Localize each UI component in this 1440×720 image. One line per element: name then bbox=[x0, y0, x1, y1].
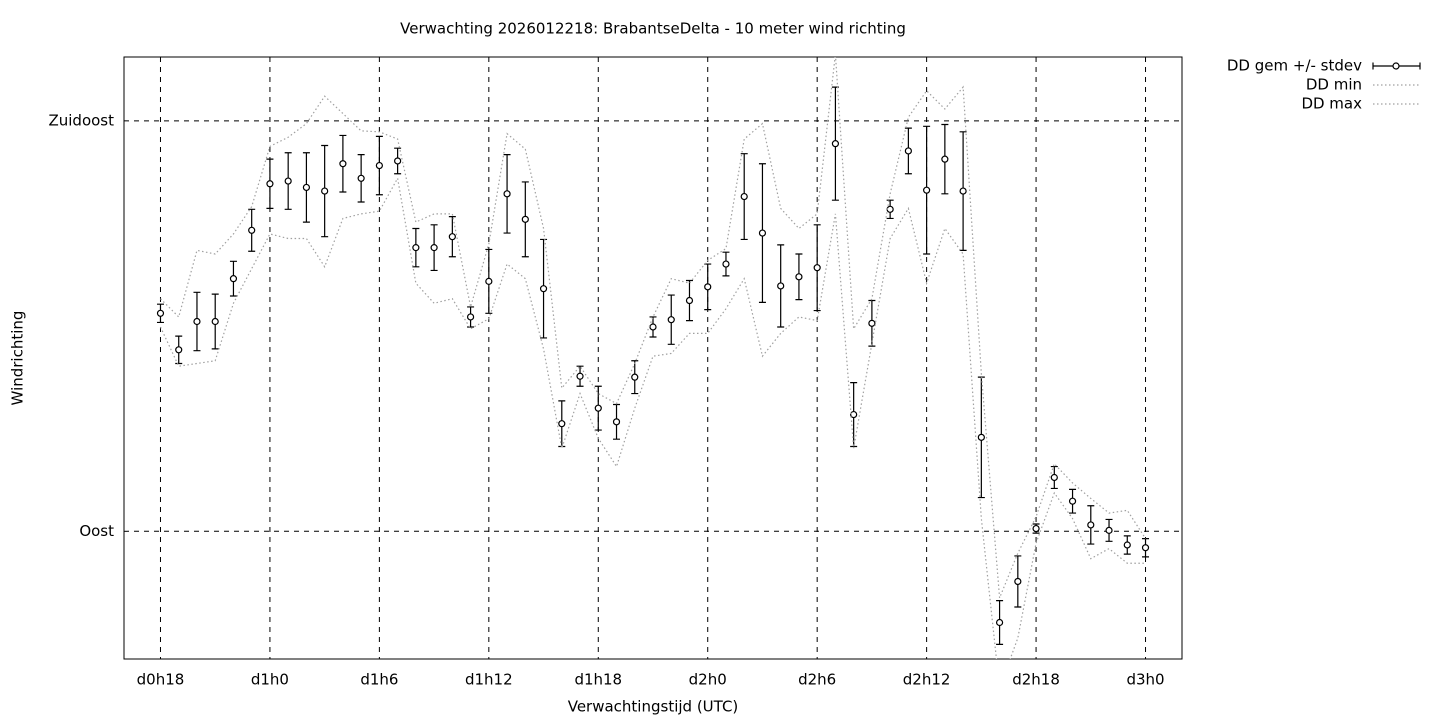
data-point bbox=[1105, 526, 1113, 534]
x-axis-label: Verwachtingstijd (UTC) bbox=[568, 698, 739, 716]
data-point bbox=[831, 140, 840, 148]
data-point bbox=[539, 285, 548, 293]
x-tick-label: d2h0 bbox=[689, 671, 727, 689]
x-tick-label: d2h18 bbox=[1012, 671, 1060, 689]
plot-area bbox=[156, 57, 1150, 659]
data-point bbox=[977, 433, 985, 441]
data-point bbox=[357, 174, 365, 182]
data-point bbox=[649, 323, 657, 331]
x-tick-label: d2h6 bbox=[798, 671, 836, 689]
data-point bbox=[466, 313, 475, 321]
data-point bbox=[211, 317, 219, 326]
data-point bbox=[284, 177, 292, 185]
data-point bbox=[302, 183, 311, 192]
data-point bbox=[722, 260, 730, 268]
data-point bbox=[175, 346, 183, 354]
chart-title: Verwachting 2026012218: BrabantseDelta -… bbox=[400, 20, 906, 38]
data-point bbox=[394, 157, 402, 165]
data-point bbox=[430, 244, 438, 252]
data-point bbox=[941, 155, 949, 163]
x-tick-label: d1h0 bbox=[251, 671, 289, 689]
data-point bbox=[777, 282, 785, 290]
legend-swatch bbox=[1392, 62, 1400, 70]
x-tick-label: d1h6 bbox=[360, 671, 398, 689]
data-point bbox=[248, 226, 256, 234]
data-point bbox=[631, 373, 639, 381]
data-point bbox=[558, 420, 566, 428]
plot-frame bbox=[123, 56, 1183, 660]
data-point bbox=[795, 273, 803, 281]
data-point bbox=[156, 309, 165, 317]
data-point bbox=[229, 275, 238, 283]
data-point bbox=[685, 296, 694, 305]
data-point bbox=[1032, 524, 1040, 533]
data-point bbox=[1141, 544, 1150, 552]
data-point bbox=[995, 618, 1004, 627]
legend-label: DD max bbox=[1301, 95, 1362, 113]
data-point bbox=[448, 233, 456, 241]
data-point bbox=[375, 161, 383, 170]
data-point bbox=[266, 180, 274, 188]
range-line bbox=[159, 176, 1146, 659]
legend-label: DD gem +/- stdev bbox=[1227, 57, 1362, 75]
data-point bbox=[612, 418, 621, 426]
y-axis-label: Windrichting bbox=[9, 311, 27, 406]
data-point bbox=[412, 244, 420, 252]
x-tick-label: d1h12 bbox=[465, 671, 513, 689]
data-point bbox=[868, 319, 876, 327]
data-point bbox=[923, 186, 931, 194]
legend-label: DD min bbox=[1306, 76, 1362, 94]
data-point bbox=[850, 410, 858, 419]
x-tick-label: d1h18 bbox=[574, 671, 622, 689]
data-point bbox=[1014, 577, 1022, 586]
data-point bbox=[704, 283, 712, 291]
data-point bbox=[813, 264, 821, 272]
data-point bbox=[1123, 541, 1131, 549]
data-point bbox=[959, 187, 967, 195]
data-point bbox=[740, 192, 748, 201]
data-point bbox=[904, 147, 912, 155]
data-point bbox=[1050, 473, 1058, 482]
data-point bbox=[321, 187, 329, 195]
x-tick-label: d2h12 bbox=[903, 671, 951, 689]
range-line bbox=[160, 57, 1147, 599]
x-tick-label: d0h18 bbox=[137, 671, 185, 689]
data-point bbox=[503, 190, 511, 198]
data-point bbox=[193, 317, 201, 326]
data-point bbox=[521, 215, 529, 223]
data-point bbox=[1087, 521, 1095, 529]
data-point bbox=[667, 316, 675, 324]
data-point bbox=[1068, 497, 1077, 505]
data-point bbox=[594, 404, 602, 412]
y-tick-label: Zuidoost bbox=[48, 111, 114, 129]
x-tick-label: d3h0 bbox=[1126, 671, 1164, 689]
data-point bbox=[758, 229, 767, 237]
data-point bbox=[485, 277, 493, 285]
y-tick-label: Oost bbox=[79, 522, 114, 540]
data-point bbox=[339, 160, 347, 168]
data-point bbox=[576, 372, 584, 380]
